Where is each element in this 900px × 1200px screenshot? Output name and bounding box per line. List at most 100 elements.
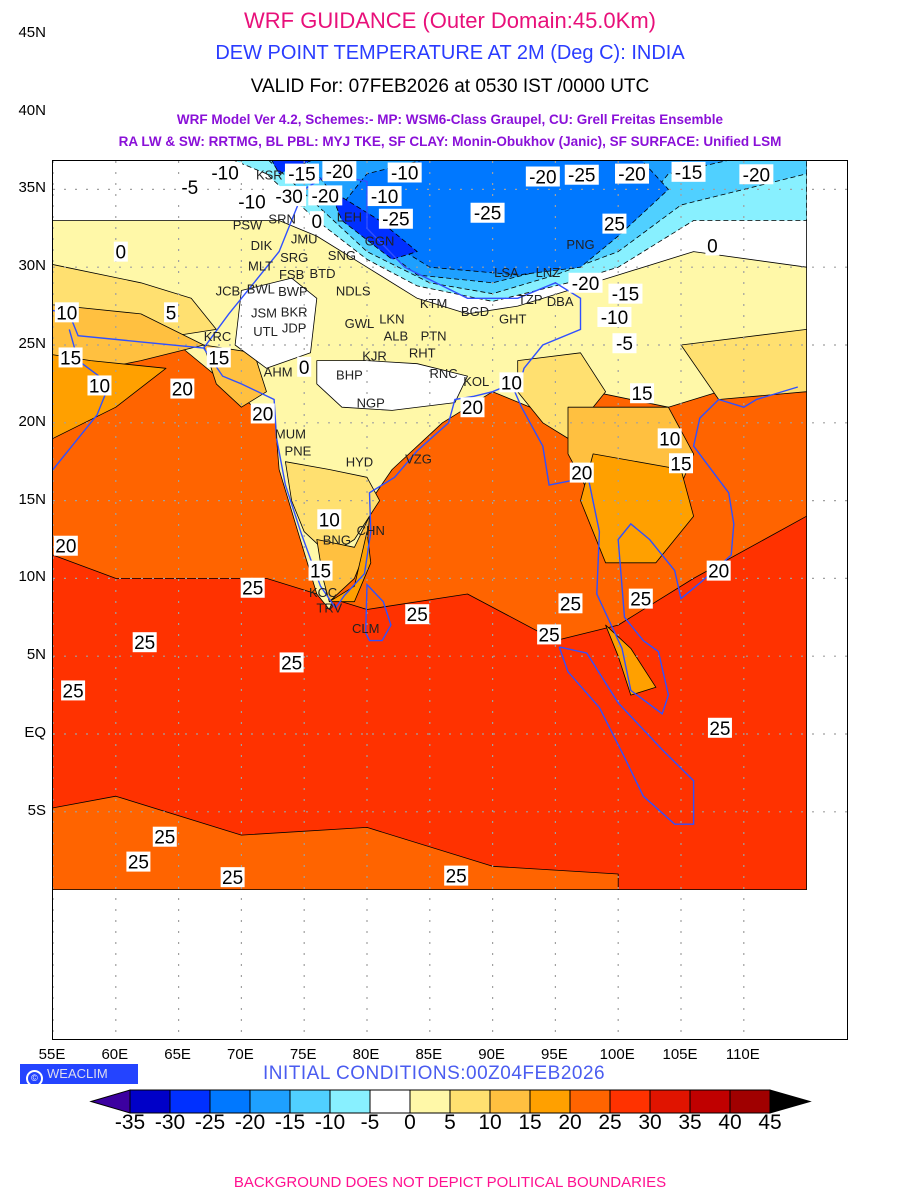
contour-label-value: 15 — [60, 348, 81, 369]
lat-tick-label: EQ — [24, 724, 46, 741]
contour-label: 20 — [569, 462, 594, 485]
lon-tick-label: 75E — [289, 1046, 317, 1063]
contour-label-box — [322, 161, 357, 182]
city-label: GGN — [365, 233, 395, 248]
city-label: MUM — [275, 427, 306, 442]
contour-label-box — [272, 186, 307, 207]
city-label: TRV — [316, 601, 342, 616]
city-label: KOL — [463, 374, 489, 389]
lon-tick-label: 65E — [164, 1046, 191, 1063]
contour-label: 10 — [499, 372, 524, 394]
contour-label-box — [284, 163, 319, 184]
legend-tick-label: 25 — [598, 1111, 622, 1134]
contour-label-value: 15 — [670, 454, 691, 475]
contour-label-value: -10 — [601, 308, 628, 329]
city-label: CLM — [352, 621, 379, 636]
chart-subtitle: DEW POINT TEMPERATURE AT 2M (Deg C): IND… — [215, 42, 685, 64]
contour-label-value: 25 — [407, 605, 428, 626]
contour-label-box — [164, 302, 179, 323]
city-label: SRN — [268, 212, 295, 227]
contour-label: 5 — [164, 302, 179, 324]
coastline — [365, 582, 392, 642]
city-label: GWL — [345, 316, 375, 331]
contour-label-box — [470, 202, 505, 223]
legend-swatch — [729, 1089, 771, 1114]
contour-label-box — [387, 162, 422, 183]
lon-tick-label: 100E — [599, 1046, 635, 1063]
contour-label-box — [525, 166, 560, 187]
contour-label: 10 — [317, 509, 342, 531]
contour-label-value: -25 — [382, 210, 409, 231]
contour-label: -10 — [235, 191, 270, 213]
badge-text: WEACLIM — [47, 1066, 108, 1081]
lon-tick-label: 105E — [662, 1046, 698, 1063]
contour-label: 25 — [444, 865, 469, 888]
city-label: RHT — [409, 346, 436, 361]
contour-label-value: -5 — [181, 178, 198, 199]
contour-label: 15 — [630, 383, 655, 405]
contour-label-box — [628, 588, 653, 609]
legend-tick-label: 10 — [478, 1111, 502, 1134]
contour-label: 25 — [152, 826, 177, 849]
legend-tick-label: 30 — [638, 1111, 662, 1134]
city-label: JMU — [291, 232, 318, 247]
dew-point-region-m5 — [316, 360, 468, 411]
lat-tick-label: 5S — [27, 801, 46, 819]
contour-label-box — [564, 164, 599, 185]
contour-label-value: 20 — [571, 464, 592, 485]
city-label: JDP — [282, 321, 307, 336]
city-label: KRC — [204, 329, 231, 344]
contour-label-value: 15 — [310, 562, 331, 583]
contour-label-box — [707, 717, 732, 738]
contour-label-value: 25 — [539, 625, 560, 646]
legend-tick-label: -20 — [234, 1111, 266, 1134]
city-label: SRG — [280, 250, 308, 265]
contour-label-value: 5 — [166, 303, 177, 324]
city-label: CHN — [357, 523, 385, 538]
contour-label: 0 — [297, 356, 312, 379]
contour-label: 20 — [170, 378, 195, 401]
contour-label-value: 25 — [630, 590, 651, 611]
lat-tick-label: 25N — [18, 335, 46, 352]
contour-label: 20 — [706, 560, 731, 583]
contour-labels: -15-25-25-5-10-15-20-5-20-10-15-20-10-15… — [53, 161, 774, 889]
city-label: SNG — [328, 248, 356, 263]
contour-label-box — [250, 403, 275, 424]
contour-label: 25 — [628, 588, 653, 611]
contour-label-box — [602, 213, 627, 234]
contour-label: -25 — [378, 208, 413, 231]
dew-point-region-m25 — [341, 161, 669, 276]
contour-label: 0 — [705, 235, 720, 257]
city-label: DIK — [251, 238, 273, 253]
city-label: LNZ — [536, 265, 561, 280]
contour-label: -15 — [284, 163, 319, 186]
legend-above-arrow — [769, 1089, 812, 1114]
city-label: LKN — [379, 312, 404, 327]
contour-label-value: 25 — [134, 633, 155, 654]
contour-label: 25 — [707, 717, 732, 740]
legend-swatch — [649, 1089, 691, 1114]
contour-label: 20 — [250, 403, 275, 425]
contour-label-box — [309, 211, 324, 232]
contour-label-value: 25 — [154, 828, 175, 849]
lat-tick-label: 10N — [18, 568, 46, 586]
contour-label-value: -20 — [618, 165, 645, 186]
contour-label-value: -10 — [371, 187, 398, 208]
lon-tick-label: 90E — [478, 1046, 505, 1063]
contour-label-box — [615, 163, 650, 184]
lat-tick-label: 5N — [26, 646, 46, 664]
contour-label-box — [113, 241, 128, 262]
city-label: KSR — [256, 168, 283, 183]
contour-label-box — [208, 162, 243, 183]
contour-label: 25 — [220, 867, 245, 889]
legend-tick-label: 0 — [404, 1111, 416, 1134]
contour-label: 25 — [240, 577, 265, 600]
weaclim-badge: © WEACLIM — [20, 1064, 138, 1087]
contour-label: 25 — [602, 213, 627, 236]
city-label: BNG — [323, 532, 351, 547]
dew-point-map: KSR LEH SRN PSW JMU DIK SRG FSB GGN MLT BWP BTD SNG B… — [52, 160, 848, 1040]
contour-label: 25 — [279, 652, 304, 674]
legend-swatch — [169, 1089, 211, 1114]
contour-label-value: -20 — [326, 162, 353, 183]
city-label: KTM — [420, 296, 447, 311]
